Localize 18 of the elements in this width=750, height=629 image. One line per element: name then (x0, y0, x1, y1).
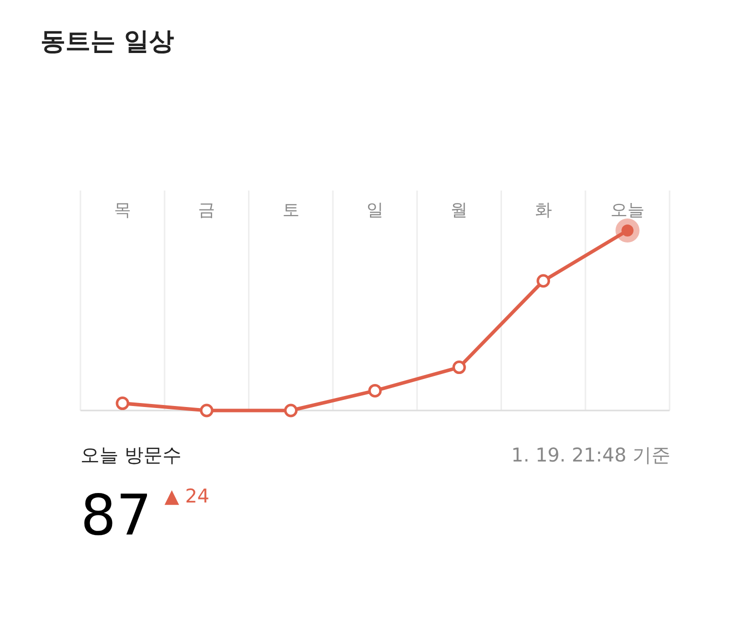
text: 87 (80, 484, 152, 548)
x-tick-label: 오늘 (610, 200, 644, 220)
x-tick-label: 화 (534, 200, 552, 220)
chart-title: 동트는 일상 (40, 26, 174, 56)
point (200, 404, 214, 418)
point (116, 396, 130, 410)
text: 1. 19. 21:48 기준 (511, 444, 670, 466)
x-tick-label: 토 (282, 200, 300, 220)
text: ▲ 24 (164, 486, 210, 508)
x-tick-label: 목 (114, 200, 131, 220)
point (284, 404, 298, 418)
x-tick-label: 금 (198, 200, 216, 220)
point (368, 384, 382, 398)
point (536, 274, 550, 288)
x-tick-label: 일 (366, 200, 384, 220)
point (452, 360, 466, 374)
x-tick-label: 월 (450, 200, 468, 220)
text: 오늘 방문수 (80, 444, 182, 466)
